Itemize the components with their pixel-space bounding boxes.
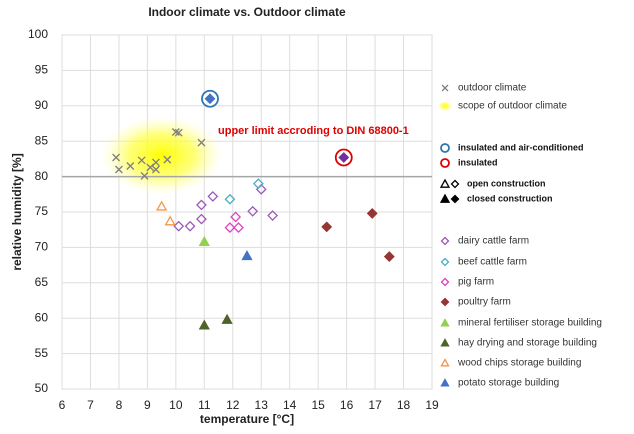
legend-label: dairy cattle farm (458, 236, 529, 247)
point (221, 313, 233, 324)
legend-label: open construction (467, 178, 546, 188)
y-tick-label: 100 (28, 27, 48, 41)
point (163, 155, 172, 164)
x-tick-label: 18 (397, 398, 411, 412)
x-tick-label: 8 (116, 398, 123, 412)
legend-marker (450, 194, 460, 204)
legend-marker (440, 277, 450, 287)
point (171, 128, 180, 136)
annotation: upper limit accroding to DIN 68800-1 (218, 125, 409, 137)
legend-label: pig farm (458, 277, 494, 288)
y-tick-label: 70 (35, 240, 49, 254)
x-tick-label: 12 (226, 398, 240, 412)
x-tick-label: 6 (59, 398, 66, 412)
point (174, 128, 183, 137)
y-tick-label: 50 (35, 381, 49, 395)
y-tick-label: 55 (35, 346, 49, 360)
point (247, 205, 259, 217)
legend-marker (439, 178, 451, 188)
point (224, 193, 236, 205)
point (197, 138, 206, 147)
chart-title: Indoor climate vs. Outdoor climate (148, 5, 346, 19)
point (137, 156, 146, 165)
point (207, 191, 219, 202)
legend-marker (440, 143, 450, 153)
legend-marker (440, 297, 450, 307)
legend-marker (440, 318, 450, 327)
legend-label: insulated (458, 157, 498, 167)
y-tick-label: 90 (35, 98, 49, 112)
point (267, 210, 279, 221)
point (230, 211, 242, 223)
x-tick-label: 14 (283, 398, 297, 412)
legend-marker (439, 193, 451, 203)
point (252, 178, 264, 190)
point (126, 162, 135, 170)
point (196, 213, 207, 225)
x-tick-label: 15 (311, 398, 325, 412)
y-tick-label: 80 (35, 169, 49, 183)
point (151, 165, 160, 174)
point (164, 215, 176, 226)
point (338, 152, 350, 163)
legend-label: hay drying and storage building (458, 338, 597, 349)
point (233, 222, 244, 233)
point (198, 235, 210, 246)
outdoor-scope (100, 116, 223, 195)
legend-label: scope of outdoor climate (458, 101, 567, 112)
legend-label: outdoor climate (458, 83, 527, 94)
legend-marker (440, 257, 450, 267)
legend-marker (440, 378, 450, 387)
point (140, 171, 149, 180)
x-tick-label: 16 (340, 398, 354, 412)
x-tick-label: 10 (169, 398, 183, 412)
legend-label: mineral fertiliser storage building (458, 318, 602, 329)
legend-marker (440, 158, 450, 168)
x-tick-label: 7 (87, 398, 94, 412)
legend-marker (440, 358, 450, 367)
point (204, 93, 216, 105)
point (224, 222, 236, 233)
point (156, 200, 168, 211)
legend-marker (438, 101, 452, 111)
x-tick-label: 17 (368, 398, 382, 412)
legend-label: beef cattle farm (458, 257, 527, 268)
point (114, 165, 123, 174)
point (383, 251, 395, 263)
legend-label: closed construction (467, 193, 553, 203)
y-axis-label: relative humidity [%] (10, 153, 24, 270)
legend-label: potato storage building (458, 378, 559, 389)
y-tick-label: 60 (35, 310, 49, 324)
legend-label: insulated and air-conditioned (458, 142, 584, 152)
x-tick-label: 9 (144, 398, 151, 412)
point (184, 220, 196, 232)
point (151, 158, 160, 167)
x-axis-label: temperature [°C] (200, 412, 294, 426)
legend-marker (440, 338, 450, 347)
legend-marker (450, 179, 460, 189)
point (241, 250, 253, 261)
y-tick-label: 95 (35, 63, 49, 77)
point (196, 199, 207, 211)
point (112, 153, 121, 162)
legend-marker (441, 84, 449, 92)
y-tick-label: 75 (35, 204, 49, 218)
point (366, 207, 378, 219)
point (173, 220, 185, 232)
x-tick-label: 11 (198, 398, 211, 412)
y-tick-label: 85 (35, 133, 49, 147)
point (198, 319, 210, 330)
x-tick-label: 19 (425, 398, 439, 412)
point (321, 221, 333, 233)
legend-label: wood chips storage building (457, 358, 581, 369)
legend-label: poultry farm (458, 297, 511, 308)
y-tick-label: 65 (35, 275, 49, 289)
legend-marker (440, 236, 450, 246)
x-tick-label: 13 (255, 398, 269, 412)
